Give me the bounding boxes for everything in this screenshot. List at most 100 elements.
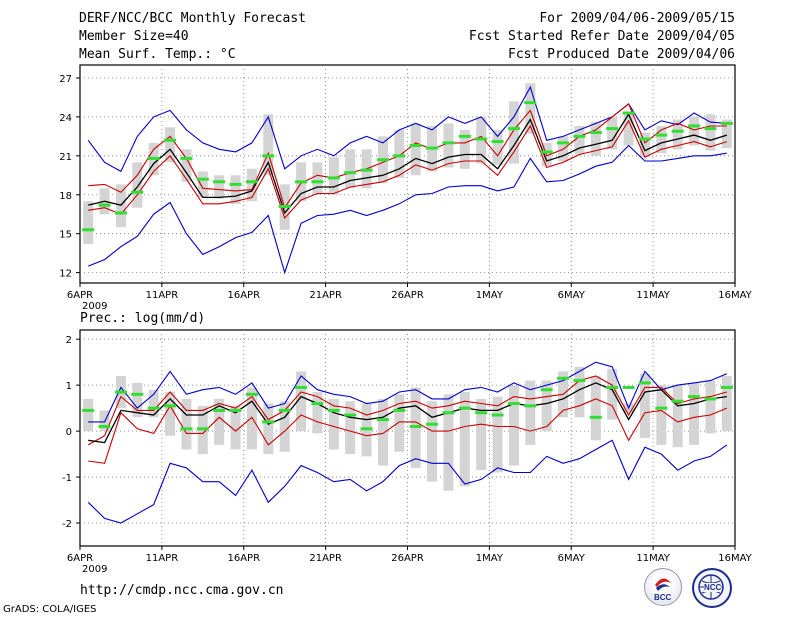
temp-spread-box bbox=[132, 162, 143, 208]
temp-x-tick-label: 21APR bbox=[309, 290, 342, 301]
temp-median-marker bbox=[491, 140, 504, 144]
prec-mean-line bbox=[88, 382, 727, 444]
prec-median-marker bbox=[114, 390, 127, 394]
prec-median-marker bbox=[409, 425, 422, 429]
temp-median-marker bbox=[475, 137, 488, 141]
prec-median-marker bbox=[524, 404, 537, 408]
prec-spread-box bbox=[639, 373, 650, 438]
temp-median-marker bbox=[82, 228, 95, 232]
prec-median-marker bbox=[344, 413, 357, 417]
prec-spread-box bbox=[443, 394, 454, 491]
prec-median-marker bbox=[540, 388, 553, 392]
temp-spread-box bbox=[246, 168, 257, 202]
temp-y-tick-label: 24 bbox=[59, 113, 72, 124]
prec-median-marker bbox=[426, 422, 439, 426]
temp-spread-box bbox=[214, 175, 225, 199]
prec-median-marker bbox=[180, 427, 193, 431]
prec-x-tick-label: 11APR bbox=[146, 553, 179, 564]
temp-spread-box bbox=[607, 116, 618, 150]
prec-spread-box bbox=[165, 392, 176, 436]
prec-median-marker bbox=[295, 385, 308, 389]
temp-median-marker bbox=[278, 204, 291, 208]
prec-spread-box bbox=[508, 385, 519, 466]
temp-spread-box bbox=[115, 184, 126, 228]
temp-spread-box bbox=[525, 83, 536, 134]
prec-median-marker bbox=[147, 406, 160, 410]
prec-spread-box bbox=[263, 403, 274, 455]
temp-spread-box bbox=[312, 162, 323, 195]
bcc-swirl-icon bbox=[655, 578, 671, 591]
prec-median-marker bbox=[82, 408, 95, 412]
temp-spread-box bbox=[672, 119, 683, 150]
temp-spread-box bbox=[705, 114, 716, 151]
temp-x-tick-label: 1MAY bbox=[476, 290, 504, 301]
temp-median-marker bbox=[196, 177, 209, 181]
prec-min-line bbox=[87, 439, 728, 524]
prec-median-marker bbox=[622, 385, 635, 389]
prec-spread-box bbox=[476, 398, 487, 471]
temp-spread-box bbox=[639, 132, 650, 158]
temp-median-marker bbox=[147, 156, 160, 160]
temp-median-marker bbox=[540, 150, 553, 154]
prec-y-tick-label: 1 bbox=[66, 381, 72, 392]
temp-spread-box bbox=[165, 127, 176, 163]
temp-spread-box bbox=[263, 114, 274, 176]
prec-median-marker bbox=[213, 408, 226, 412]
prec-spread-box bbox=[394, 394, 405, 452]
prec-median-marker bbox=[311, 402, 324, 406]
member-size-label: Member Size=40 bbox=[79, 29, 189, 44]
temp-x-year-label: 2009 bbox=[82, 301, 107, 312]
prec-spread-box bbox=[377, 398, 388, 466]
temp-y-tick-label: 12 bbox=[59, 269, 72, 280]
prec-spread-box bbox=[705, 380, 716, 434]
variable-label: Mean Surf. Temp.: °C bbox=[79, 47, 236, 62]
temp-spread-box bbox=[656, 125, 667, 154]
temp-median-marker bbox=[442, 141, 455, 145]
temp-spread-box bbox=[459, 129, 470, 169]
temp-spread-box bbox=[328, 157, 339, 195]
temp-median-marker bbox=[524, 101, 537, 105]
temp-median-marker bbox=[655, 133, 668, 137]
temp-median-marker bbox=[409, 143, 422, 147]
prec-spread-box bbox=[345, 401, 356, 455]
prec-median-marker bbox=[278, 408, 291, 412]
prec-spread-box bbox=[721, 375, 732, 432]
prec-spread-box bbox=[427, 401, 438, 482]
temp-mean-line bbox=[88, 112, 727, 215]
prec-spread-box bbox=[541, 380, 552, 432]
temp-lower-line bbox=[88, 119, 727, 220]
prec-median-marker bbox=[606, 385, 619, 389]
temp-spread-box bbox=[230, 175, 241, 204]
prec-median-marker bbox=[557, 376, 570, 380]
temp-median-marker bbox=[360, 168, 373, 172]
temp-spread-box bbox=[410, 123, 421, 176]
temp-x-tick-label: 16APR bbox=[227, 290, 260, 301]
prec-x-tick-label: 16MAY bbox=[718, 553, 752, 564]
temp-median-marker bbox=[426, 146, 439, 150]
temp-median-marker bbox=[295, 180, 308, 184]
prec-y-tick-label: -1 bbox=[62, 473, 72, 484]
prec-median-marker bbox=[638, 381, 651, 385]
prec-x-year-label: 2009 bbox=[82, 564, 107, 575]
temp-x-tick-label: 6MAY bbox=[558, 290, 586, 301]
temp-median-marker bbox=[720, 121, 733, 125]
temp-median-marker bbox=[262, 154, 275, 158]
chart-title: DERF/NCC/BCC Monthly Forecast bbox=[79, 11, 306, 26]
prec-spread-box bbox=[181, 398, 192, 450]
prec-spread-box bbox=[607, 369, 618, 420]
prec-y-tick-label: 2 bbox=[66, 335, 72, 346]
temp-spread-box bbox=[721, 119, 732, 149]
prec-spread-box bbox=[328, 398, 339, 450]
prec-spread-box bbox=[672, 385, 683, 448]
temp-median-marker bbox=[131, 190, 144, 194]
prec-median-marker bbox=[720, 385, 733, 389]
temp-spread-box bbox=[83, 201, 94, 245]
temp-median-marker bbox=[311, 180, 324, 184]
ncc-logo: NCC bbox=[692, 568, 732, 608]
grads-credit: GrADS: COLA/IGES bbox=[3, 604, 97, 615]
panel2-title: Prec.: log(mm/d) bbox=[80, 311, 206, 326]
temp-spread-box bbox=[508, 101, 519, 164]
prec-y-tick-label: -2 bbox=[62, 519, 72, 530]
temp-spread-box bbox=[492, 129, 503, 165]
